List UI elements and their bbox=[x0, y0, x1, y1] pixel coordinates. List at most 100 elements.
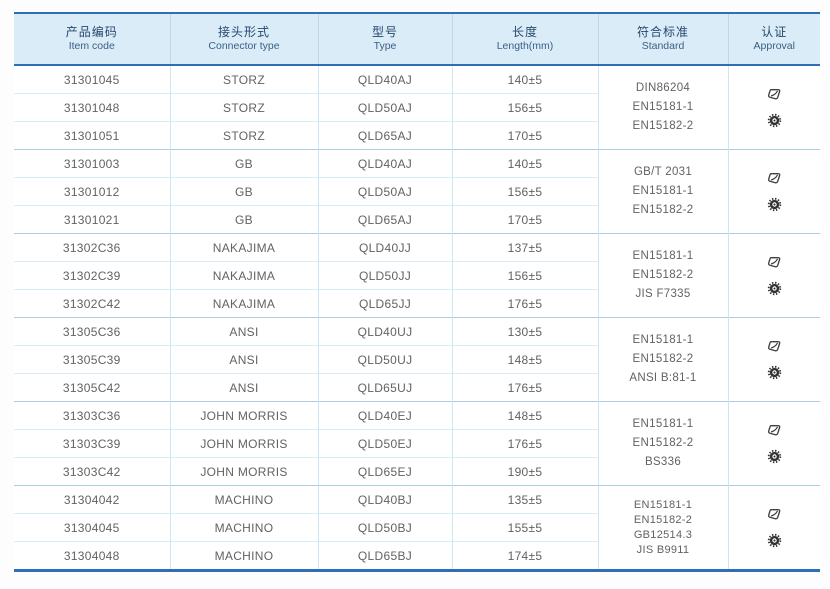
item-code-cell: 31301003 bbox=[14, 149, 170, 178]
certificate-badge-icon bbox=[765, 506, 784, 525]
connector-type-cell: MACHINO bbox=[169, 541, 318, 571]
seal-gear-icon bbox=[766, 448, 783, 465]
seal-gear-icon bbox=[766, 112, 783, 129]
connector-type-cell: JOHN MORRIS bbox=[169, 457, 318, 486]
standard-cell: EN15181-1 EN15182-2 BS336 bbox=[597, 401, 728, 486]
standard-line: EN15182-2 bbox=[632, 204, 694, 216]
standard-line: EN15181-1 bbox=[632, 334, 694, 346]
header-connector-type-zh: 接头形式 bbox=[217, 25, 270, 39]
length-cell: 156±5 bbox=[451, 93, 598, 122]
standard-line: EN15182-2 bbox=[632, 353, 694, 365]
table-row: 31305C42 ANSI QLD65UJ 176±5 bbox=[14, 373, 820, 402]
length-cell: 176±5 bbox=[451, 373, 598, 402]
header-approval: 认证 Approval bbox=[727, 13, 820, 66]
type-cell: QLD50BJ bbox=[317, 513, 452, 542]
length-cell: 137±5 bbox=[451, 233, 598, 262]
certificate-badge-icon bbox=[765, 86, 784, 105]
table-row: 31302C39 NAKAJIMA QLD50JJ 156±5 bbox=[14, 261, 820, 290]
standard-line: EN15181-1 bbox=[632, 101, 694, 113]
table-row: 31304045 MACHINO QLD50BJ 155±5 bbox=[14, 513, 820, 542]
table-row: 31301051 STORZ QLD65AJ 170±5 bbox=[14, 121, 820, 150]
type-cell: QLD50EJ bbox=[317, 429, 452, 458]
standard-line: EN15181-1 bbox=[633, 498, 693, 511]
approval-cell bbox=[727, 149, 820, 234]
type-cell: QLD50UJ bbox=[317, 345, 452, 374]
item-code-cell: 31301012 bbox=[14, 177, 170, 206]
header-approval-zh: 认证 bbox=[761, 25, 788, 39]
standard-cell: GB/T 2031 EN15181-1 EN15182-2 bbox=[597, 149, 728, 234]
connector-type-cell: ANSI bbox=[169, 345, 318, 374]
header-type: 型号 Type bbox=[317, 13, 452, 66]
approval-cell bbox=[727, 233, 820, 318]
approval-cell bbox=[727, 401, 820, 486]
item-code-cell: 31301051 bbox=[14, 121, 170, 150]
type-cell: QLD50JJ bbox=[317, 261, 452, 290]
table-row: 31302C36 NAKAJIMA QLD40JJ 137±5 EN15181-… bbox=[14, 233, 820, 318]
type-cell: QLD50AJ bbox=[317, 177, 452, 206]
standard-line: EN15182-2 bbox=[633, 513, 693, 526]
length-cell: 135±5 bbox=[451, 485, 598, 514]
type-cell: QLD65UJ bbox=[317, 373, 452, 402]
type-cell: QLD65JJ bbox=[317, 289, 452, 318]
standard-line: JIS F7335 bbox=[635, 288, 691, 300]
certificate-badge-icon bbox=[765, 338, 784, 357]
header-item-code-en: Item code bbox=[68, 40, 115, 52]
type-cell: QLD65AJ bbox=[317, 121, 452, 150]
item-code-cell: 31301048 bbox=[14, 93, 170, 122]
item-code-cell: 31305C42 bbox=[14, 373, 170, 402]
connector-type-cell: GB bbox=[169, 205, 318, 234]
connector-type-cell: MACHINO bbox=[169, 485, 318, 514]
item-code-cell: 31304045 bbox=[14, 513, 170, 542]
standard-line: EN15181-1 bbox=[632, 185, 694, 197]
length-cell: 176±5 bbox=[451, 289, 598, 318]
type-cell: QLD65BJ bbox=[317, 541, 452, 571]
header-approval-en: Approval bbox=[753, 40, 795, 52]
length-cell: 156±5 bbox=[451, 261, 598, 290]
item-code-cell: 31301021 bbox=[14, 205, 170, 234]
length-cell: 170±5 bbox=[451, 205, 598, 234]
item-code-cell: 31305C36 bbox=[14, 317, 170, 346]
type-cell: QLD40UJ bbox=[317, 317, 452, 346]
item-code-cell: 31305C39 bbox=[14, 345, 170, 374]
type-cell: QLD65AJ bbox=[317, 205, 452, 234]
table-row: 31305C36 ANSI QLD40UJ 130±5 EN15181-1 EN… bbox=[14, 317, 820, 402]
standard-line: BS336 bbox=[644, 456, 682, 468]
connector-type-cell: MACHINO bbox=[169, 513, 318, 542]
product-spec-table: 产品编码 Item code 接头形式 Connector type 型号 Ty… bbox=[14, 12, 820, 572]
header-item-code-zh: 产品编码 bbox=[65, 25, 118, 39]
length-cell: 176±5 bbox=[451, 429, 598, 458]
item-code-cell: 31304042 bbox=[14, 485, 170, 514]
item-code-cell: 31303C36 bbox=[14, 401, 170, 430]
connector-type-cell: GB bbox=[169, 177, 318, 206]
length-cell: 155±5 bbox=[451, 513, 598, 542]
length-cell: 140±5 bbox=[451, 65, 598, 94]
item-code-cell: 31304048 bbox=[14, 541, 170, 571]
length-cell: 148±5 bbox=[451, 345, 598, 374]
header-standard-en: Standard bbox=[641, 40, 685, 52]
header-type-zh: 型号 bbox=[371, 25, 398, 39]
type-cell: QLD40AJ bbox=[317, 149, 452, 178]
certificate-badge-icon bbox=[765, 422, 784, 441]
standard-cell: EN15181-1 EN15182-2 ANSI B:81-1 bbox=[597, 317, 728, 402]
header-connector-type-en: Connector type bbox=[208, 40, 280, 52]
table-header: 产品编码 Item code 接头形式 Connector type 型号 Ty… bbox=[14, 13, 820, 66]
standard-line: ANSI B:81-1 bbox=[629, 372, 697, 384]
connector-type-cell: NAKAJIMA bbox=[169, 289, 318, 318]
type-cell: QLD40BJ bbox=[317, 485, 452, 514]
connector-type-cell: NAKAJIMA bbox=[169, 233, 318, 262]
approval-cell bbox=[727, 65, 820, 150]
item-code-cell: 31303C42 bbox=[14, 457, 170, 486]
header-type-en: Type bbox=[373, 40, 397, 52]
connector-type-cell: GB bbox=[169, 149, 318, 178]
standard-cell: DIN86204 EN15181-1 EN15182-2 bbox=[597, 65, 728, 150]
connector-type-cell: ANSI bbox=[169, 373, 318, 402]
type-cell: QLD40EJ bbox=[317, 401, 452, 430]
approval-cell bbox=[727, 317, 820, 402]
standard-line: GB/T 2031 bbox=[633, 166, 693, 178]
standard-line: EN15182-2 bbox=[632, 269, 694, 281]
connector-type-cell: ANSI bbox=[169, 317, 318, 346]
header-connector-type: 接头形式 Connector type bbox=[169, 13, 318, 66]
seal-gear-icon bbox=[766, 280, 783, 297]
type-cell: QLD40AJ bbox=[317, 65, 452, 94]
certificate-badge-icon bbox=[765, 254, 784, 273]
